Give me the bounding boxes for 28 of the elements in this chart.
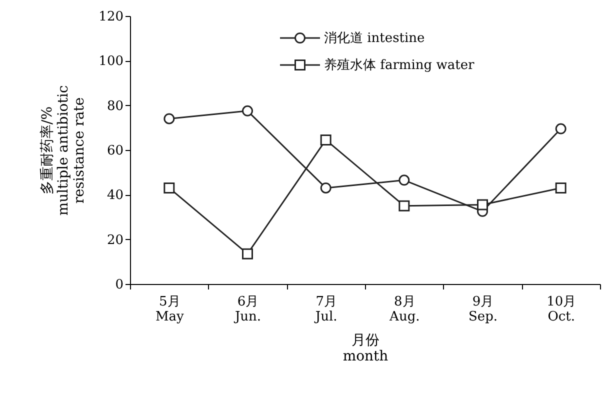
y-tick-label: 0 [115, 278, 124, 292]
x-axis-title: 月份 month [342, 332, 388, 364]
y-tick-label: 120 [98, 10, 124, 24]
x-tick-label: 10月 Oct. [546, 294, 576, 324]
legend-label: 消化道 intestine [324, 31, 426, 46]
point [242, 105, 253, 116]
y-tick-label: 40 [106, 188, 124, 204]
y-tick-label: 20 [106, 232, 124, 248]
x-tick-label: 8月 Aug. [388, 294, 420, 324]
point [398, 200, 410, 212]
point [555, 182, 566, 194]
x-tick-label: 9月 Sep. [468, 294, 498, 324]
point [242, 248, 253, 260]
legend-label: 养殖水体 farming water [324, 57, 476, 73]
y-axis-title: 多重耐药率/% multiple antibiotic resistance rate [40, 85, 88, 216]
point [398, 174, 410, 186]
point [164, 182, 175, 194]
point [477, 199, 488, 210]
x-tick-label: 7月 Jul. [313, 294, 338, 324]
x-tick-label: 5月 May [155, 294, 185, 324]
y-tick-label: 80 [106, 98, 124, 114]
y-tick-label: 60 [106, 144, 124, 158]
point [555, 123, 566, 134]
point [320, 134, 332, 146]
point [320, 182, 332, 194]
y-tick-label: 100 [98, 54, 124, 70]
point [164, 113, 175, 124]
x-tick-label: 6月 Jun. [232, 294, 262, 324]
